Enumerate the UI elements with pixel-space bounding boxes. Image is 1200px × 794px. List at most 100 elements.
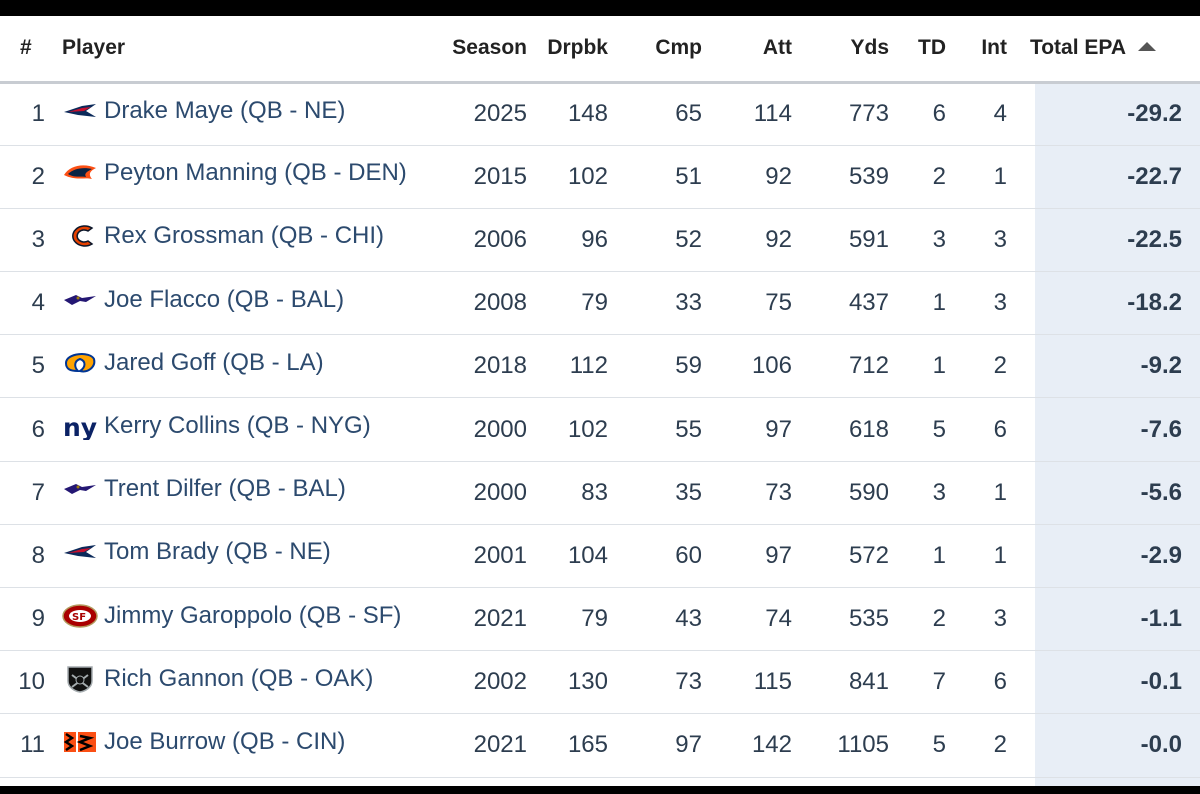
att-cell: 75 xyxy=(702,271,792,336)
header-player[interactable]: Player xyxy=(62,16,299,84)
drpbk-cell: 79 xyxy=(530,587,620,652)
player-cell: Rex Grossman (QB - CHI) xyxy=(62,208,384,273)
table-row: 7 Trent Dilfer (QB - BAL) 2000 83 35 73 590 3 1-… xyxy=(0,461,1200,525)
player-cell: Jimmy Garoppolo (QB - SF) xyxy=(62,587,401,652)
broncos-logo-icon xyxy=(62,159,98,187)
header-total-epa-label: Total EPA xyxy=(1029,36,1126,60)
cmp-cell: 73 xyxy=(620,650,702,715)
header-yds[interactable]: Yds xyxy=(792,16,889,84)
season-cell: 2006 xyxy=(440,208,530,273)
int-cell: 1 xyxy=(946,524,1015,589)
header-int[interactable]: Int xyxy=(946,16,1015,84)
yds-cell: 618 xyxy=(792,397,889,462)
bottom-border xyxy=(0,786,1200,794)
total-epa-cell: -29.2 xyxy=(1015,82,1200,146)
player-name-link[interactable]: Kerry Collins (QB - NYG) xyxy=(104,412,371,440)
drpbk-cell: 96 xyxy=(530,208,620,273)
header-total-epa[interactable]: Total EPA xyxy=(1015,16,1200,84)
player-name-link[interactable]: Joe Burrow (QB - CIN) xyxy=(104,727,346,755)
player-name-link[interactable]: Jimmy Garoppolo (QB - SF) xyxy=(104,601,402,629)
total-epa-cell: -22.5 xyxy=(1015,208,1200,273)
td-cell: 6 xyxy=(889,82,946,146)
td-cell: 1 xyxy=(889,524,946,589)
player-cell: Jared Goff (QB - LA) xyxy=(62,334,324,399)
player-wrap: Tom Brady (QB - NE) xyxy=(62,538,331,566)
table-row: 1 Drake Maye (QB - NE) 2025 148 65 114 773 6 4 -2… xyxy=(0,82,1200,146)
player-cell: Rich Gannon (QB - OAK) xyxy=(62,650,373,715)
player-name-link[interactable]: Rich Gannon (QB - OAK) xyxy=(104,664,374,692)
att-cell: 97 xyxy=(702,524,792,589)
td-cell: 1 xyxy=(889,271,946,336)
table-row: 6 Kerry Collins (QB - NYG) 2000 102 55 97 618 5… xyxy=(0,397,1200,462)
player-name-link[interactable]: Drake Maye (QB - NE) xyxy=(104,96,346,124)
cmp-cell: 33 xyxy=(620,271,702,336)
ravens-logo-icon xyxy=(62,475,98,503)
season-cell: 2025 xyxy=(440,82,530,146)
season-cell: 2021 xyxy=(440,587,530,652)
player-cell: Tom Brady (QB - NE) xyxy=(62,524,331,589)
cmp-cell: 59 xyxy=(620,334,702,399)
season-cell: 2001 xyxy=(440,524,530,589)
table-row: 5 Jared Goff (QB - LA) 2018 112 59 106 712 1 2 -9… xyxy=(0,334,1200,399)
drpbk-cell: 112 xyxy=(530,334,620,399)
yds-cell: 590 xyxy=(792,461,889,525)
header-row: # Player Season Drpbk Cmp Att Yds TD Int… xyxy=(0,16,1200,84)
int-cell: 6 xyxy=(946,397,1015,462)
ravens-logo-icon xyxy=(62,286,98,314)
total-epa-cell: -5.6 xyxy=(1015,461,1200,525)
att-cell: 142 xyxy=(702,713,792,778)
yds-cell: 572 xyxy=(792,524,889,589)
cmp-cell: 65 xyxy=(620,82,702,146)
total-epa-cell: -0.1 xyxy=(1015,650,1200,715)
td-cell: 2 xyxy=(889,587,946,652)
int-cell: 3 xyxy=(946,587,1015,652)
int-cell: 2 xyxy=(946,713,1015,778)
int-cell: 1 xyxy=(946,145,1015,209)
att-cell: 97 xyxy=(702,397,792,462)
table-row: 4 Joe Flacco (QB - BAL) 2008 79 33 75 437 1 3 -18… xyxy=(0,271,1200,336)
player-wrap: Jimmy Garoppolo (QB - SF) xyxy=(62,602,401,630)
player-cell: Peyton Manning (QB - DEN) xyxy=(62,145,407,209)
td-cell: 3 xyxy=(889,208,946,273)
drpbk-cell: 165 xyxy=(530,713,620,778)
49ers-logo-icon xyxy=(62,602,98,630)
total-epa-cell: -0.0 xyxy=(1015,713,1200,778)
header-season[interactable]: Season xyxy=(440,16,530,84)
table-row: 2 Peyton Manning (QB - DEN) 2015 102 51 92 539… xyxy=(0,145,1200,209)
top-border xyxy=(0,0,1200,16)
att-cell: 115 xyxy=(702,650,792,715)
header-att[interactable]: Att xyxy=(702,16,792,84)
stats-table: # Player Season Drpbk Cmp Att Yds TD Int… xyxy=(0,16,1200,778)
table-row: 9 Jimmy Garoppolo (QB - SF) 2021 79 43 74 535 2… xyxy=(0,587,1200,652)
table-row: 8 Tom Brady (QB - NE) 2001 104 60 97 572 1 1 -2.9 xyxy=(0,524,1200,589)
player-cell: Joe Burrow (QB - CIN) xyxy=(62,713,345,778)
player-name-link[interactable]: Joe Flacco (QB - BAL) xyxy=(104,285,345,313)
cmp-cell: 97 xyxy=(620,713,702,778)
player-name-link[interactable]: Rex Grossman (QB - CHI) xyxy=(104,222,385,250)
header-drpbk[interactable]: Drpbk xyxy=(530,16,620,84)
cmp-cell: 55 xyxy=(620,397,702,462)
season-cell: 2008 xyxy=(440,271,530,336)
int-cell: 2 xyxy=(946,334,1015,399)
yds-cell: 773 xyxy=(792,82,889,146)
player-name-link[interactable]: Jared Goff (QB - LA) xyxy=(104,348,324,376)
season-cell: 2000 xyxy=(440,397,530,462)
att-cell: 106 xyxy=(702,334,792,399)
sort-ascending-icon[interactable] xyxy=(1138,42,1156,52)
player-name-link[interactable]: Peyton Manning (QB - DEN) xyxy=(104,159,407,187)
player-name-link[interactable]: Tom Brady (QB - NE) xyxy=(104,538,331,566)
table-row: 11 Joe Burrow (QB - CIN) 2021 165 97 142 1105 5… xyxy=(0,713,1200,778)
header-td[interactable]: TD xyxy=(889,16,946,84)
drpbk-cell: 79 xyxy=(530,271,620,336)
td-cell: 7 xyxy=(889,650,946,715)
att-cell: 73 xyxy=(702,461,792,525)
int-cell: 3 xyxy=(946,208,1015,273)
att-cell: 92 xyxy=(702,145,792,209)
total-epa-cell: -2.9 xyxy=(1015,524,1200,589)
bengals-logo-icon xyxy=(62,728,98,756)
player-name-link[interactable]: Trent Dilfer (QB - BAL) xyxy=(104,475,346,503)
header-cmp[interactable]: Cmp xyxy=(620,16,702,84)
cmp-cell: 51 xyxy=(620,145,702,209)
yds-cell: 437 xyxy=(792,271,889,336)
season-cell: 2021 xyxy=(440,713,530,778)
